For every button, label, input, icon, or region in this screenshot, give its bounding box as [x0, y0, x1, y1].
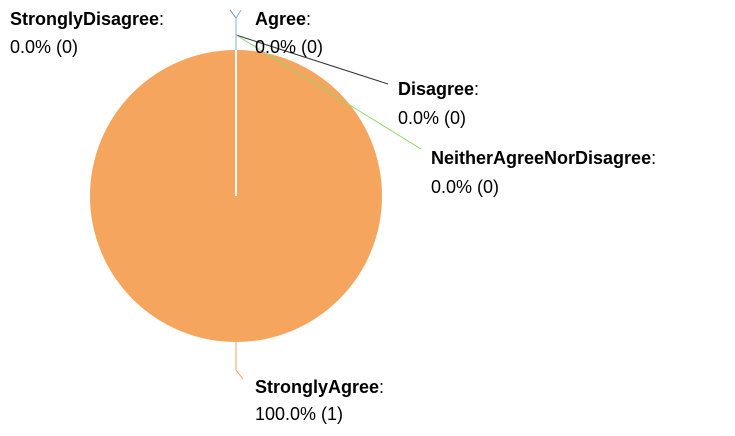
- label-separator: :: [651, 148, 656, 168]
- slice-label-stronglydisagree: StronglyDisagree:: [10, 9, 164, 29]
- slice-name: StronglyDisagree: [10, 9, 159, 29]
- slice-label-neitheragreenordisagree: NeitherAgreeNorDisagree:: [431, 148, 656, 168]
- leader-line-agree: [235, 9, 242, 50]
- slice-label-stronglyagree: StronglyAgree:: [255, 377, 384, 397]
- slice-value-agree: 0.0% (0): [255, 37, 323, 57]
- label-separator: :: [474, 79, 479, 99]
- slice-name: Agree: [255, 9, 306, 29]
- label-separator: :: [379, 377, 384, 397]
- leader-line-neitheragreenordisagree: [235, 34, 422, 150]
- slice-name: NeitherAgreeNorDisagree: [431, 148, 651, 168]
- slice-value-neitheragreenordisagree: 0.0% (0): [431, 177, 499, 197]
- leader-line-stronglyagree: [235, 342, 244, 380]
- slice-label-agree: Agree:: [255, 9, 311, 29]
- slice-labels: StronglyAgree: 100.0% (1) StronglyDisagree…: [10, 9, 656, 424]
- leader-line-disagree: [235, 34, 389, 85]
- slice-name: Disagree: [398, 79, 474, 99]
- slice-value-stronglyagree: 100.0% (1): [255, 404, 343, 424]
- pie-slices: [90, 50, 382, 342]
- label-separator: :: [306, 9, 311, 29]
- slice-label-disagree: Disagree:: [398, 79, 479, 99]
- label-separator: :: [159, 9, 164, 29]
- slice-value-disagree: 0.0% (0): [398, 108, 466, 128]
- leader-line-stronglydisagree: [229, 9, 237, 50]
- slice-name: StronglyAgree: [255, 377, 379, 397]
- slice-value-stronglydisagree: 0.0% (0): [10, 37, 78, 57]
- leader-lines: [229, 9, 422, 380]
